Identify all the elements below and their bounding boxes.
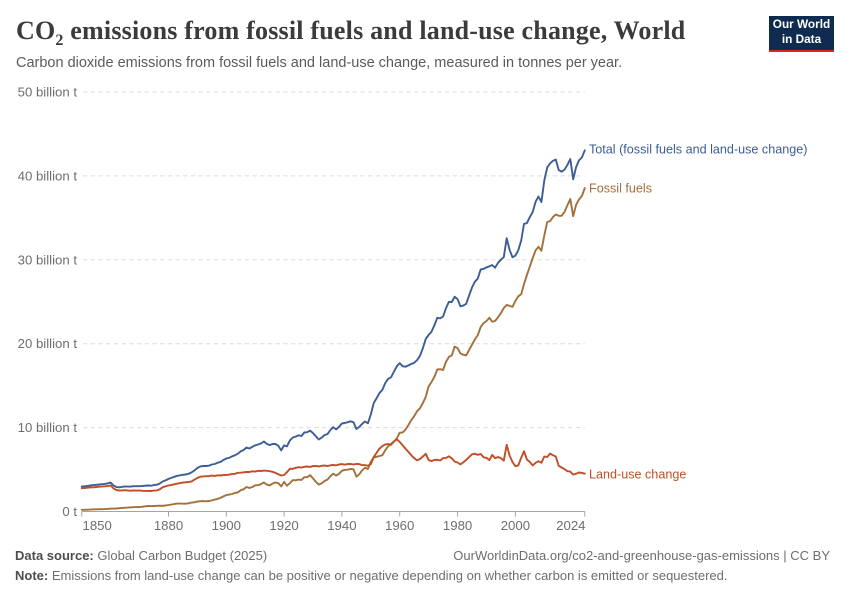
svg-text:1920: 1920 (269, 518, 298, 533)
svg-text:Total (fossil fuels and land-u: Total (fossil fuels and land-use change) (589, 143, 807, 157)
svg-text:2024: 2024 (556, 518, 585, 533)
svg-text:10 billion t: 10 billion t (18, 420, 78, 435)
svg-text:1960: 1960 (385, 518, 414, 533)
svg-text:1900: 1900 (212, 518, 241, 533)
svg-text:Fossil fuels: Fossil fuels (589, 182, 652, 196)
svg-text:2000: 2000 (501, 518, 530, 533)
svg-text:0 t: 0 t (62, 504, 77, 519)
svg-text:1980: 1980 (443, 518, 472, 533)
svg-text:30 billion t: 30 billion t (18, 252, 78, 267)
svg-text:50 billion t: 50 billion t (18, 85, 78, 100)
svg-text:40 billion t: 40 billion t (18, 168, 78, 183)
svg-text:1880: 1880 (154, 518, 183, 533)
svg-text:1850: 1850 (83, 518, 112, 533)
svg-text:20 billion t: 20 billion t (18, 336, 78, 351)
svg-text:Land-use change: Land-use change (589, 468, 686, 482)
svg-text:1940: 1940 (327, 518, 356, 533)
